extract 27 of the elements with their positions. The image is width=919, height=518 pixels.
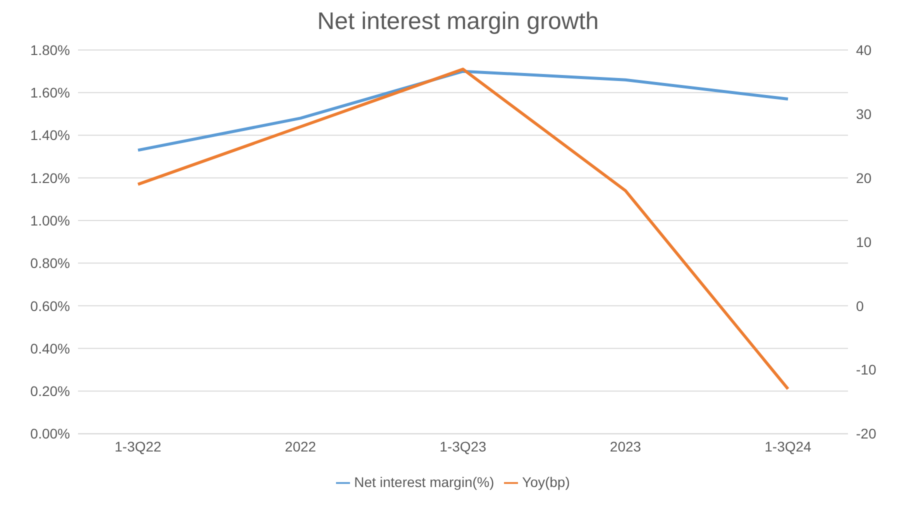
y-tick-label: 1.20% [30, 170, 70, 186]
y2-tick-label: 20 [856, 170, 872, 186]
legend-label: Yoy(bp) [522, 474, 570, 490]
y-tick-label: 0.20% [30, 383, 70, 400]
x-tick-label: 2023 [610, 438, 642, 455]
line-series [136, 68, 790, 390]
x-tick-label: 1-3Q23 [440, 438, 487, 455]
y-tick-label: 0.00% [30, 426, 70, 442]
x-tick-label: 1-3Q24 [764, 438, 812, 455]
legend-label: Net interest margin(%) [354, 474, 494, 490]
y2-tick-label: 0 [856, 298, 864, 314]
y2-tick-label: -10 [856, 362, 876, 378]
x-tick-label: 1-3Q22 [114, 438, 162, 455]
y-tick-label: 0.60% [30, 298, 70, 314]
line-series [136, 70, 790, 152]
x-tick-label: 2022 [284, 438, 316, 455]
y2-tick-label: 10 [856, 234, 872, 250]
y-tick-label: 1.00% [30, 212, 70, 229]
y-tick-label: 0.80% [30, 255, 70, 272]
y2-tick-label: -20 [856, 426, 876, 442]
chart-title: Net interest margin growth [316, 8, 600, 36]
y2-tick-label: 40 [856, 42, 872, 58]
y-tick-label: 1.60% [30, 84, 70, 101]
y2-tick-label: 30 [856, 106, 872, 122]
y-tick-label: 1.40% [30, 127, 70, 144]
y-tick-label: 1.80% [30, 42, 70, 58]
y-tick-label: 0.40% [30, 340, 70, 356]
